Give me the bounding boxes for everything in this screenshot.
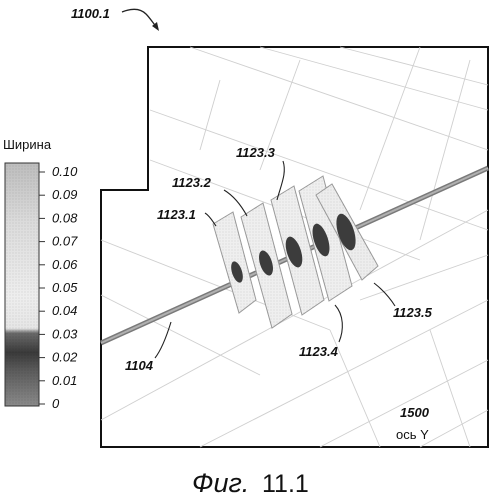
scale-tick-label: 0.03	[52, 326, 78, 341]
axis-name: ось Y	[396, 427, 429, 442]
label-fracture-2: 1123.2	[172, 175, 212, 190]
scale-tick-label: 0.01	[52, 373, 77, 388]
scale-tick-label: 0.09	[52, 187, 77, 202]
figure-reference-label: 1100.1	[71, 6, 110, 21]
scale-tick-label: 0.05	[52, 280, 78, 295]
scale-tick-label: 0.07	[52, 234, 78, 249]
label-fracture-4: 1123.4	[299, 344, 339, 359]
scale-tick-label: 0.02	[52, 350, 78, 365]
figure-reference: 1100.1	[71, 6, 159, 31]
figure-caption: Фиг. 11.1	[192, 468, 309, 498]
label-fracture-3: 1123.3	[236, 145, 276, 160]
caption-word: Фиг.	[192, 468, 249, 498]
scale-tick-label: 0.06	[52, 257, 78, 272]
label-well: 1104	[125, 358, 154, 373]
label-fracture-5: 1123.5	[393, 305, 433, 320]
scale-tick-label: 0	[52, 396, 60, 411]
scale-ticks: 0.10 0.09 0.08 0.07 0.06 0.05 0.04 0.03 0.02 0.01…	[39, 164, 78, 411]
scale-tick-label: 0.08	[52, 210, 78, 225]
scale-tick-label: 0.10	[52, 164, 78, 179]
caption-number: 11.1	[262, 470, 309, 498]
width-scale: Ширина 0.100.090.080.070.060.050.040.030…	[3, 137, 78, 411]
scale-title: Ширина	[3, 137, 52, 152]
label-fracture-1: 1123.1	[157, 207, 196, 222]
axis-value: 1500	[400, 405, 430, 420]
scale-tick-label: 0.04	[52, 303, 77, 318]
